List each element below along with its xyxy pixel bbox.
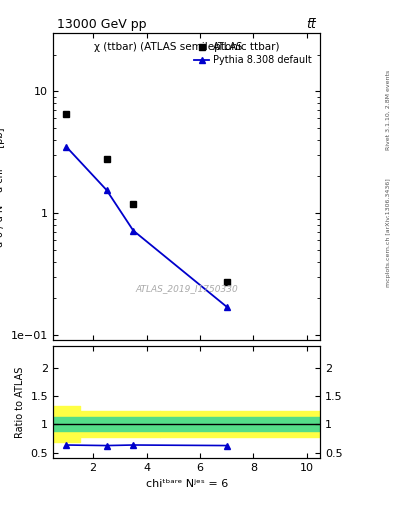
Text: ATLAS_2019_I1750330: ATLAS_2019_I1750330 bbox=[135, 284, 238, 293]
Text: 13000 GeV pp: 13000 GeV pp bbox=[57, 18, 147, 31]
Pythia 8.308 default bbox=[104, 187, 109, 193]
Text: χ (ttbar) (ATLAS semileptonic ttbar): χ (ttbar) (ATLAS semileptonic ttbar) bbox=[94, 42, 279, 53]
Line: Pythia 8.308 default: Pythia 8.308 default bbox=[63, 143, 230, 310]
Y-axis label: Ratio to ATLAS: Ratio to ATLAS bbox=[15, 366, 25, 438]
Line: ATLAS: ATLAS bbox=[63, 111, 230, 286]
Text: tt̅: tt̅ bbox=[307, 18, 316, 31]
Text: mcplots.cern.ch [arXiv:1306.3436]: mcplots.cern.ch [arXiv:1306.3436] bbox=[386, 179, 391, 287]
Legend: ATLAS, Pythia 8.308 default: ATLAS, Pythia 8.308 default bbox=[191, 38, 316, 69]
ATLAS bbox=[131, 200, 136, 206]
Pythia 8.308 default bbox=[224, 304, 229, 310]
Text: Rivet 3.1.10, 2.8M events: Rivet 3.1.10, 2.8M events bbox=[386, 70, 391, 150]
Y-axis label: d²σ / d Nʲᵉˢ d chiᵗᵇᵃʳᵉ [pb]: d²σ / d Nʲᵉˢ d chiᵗᵇᵃʳᵉ [pb] bbox=[0, 127, 6, 247]
X-axis label: chiᵗᵇᵃʳᵉ Nʲᵉˢ = 6: chiᵗᵇᵃʳᵉ Nʲᵉˢ = 6 bbox=[145, 479, 228, 488]
Pythia 8.308 default bbox=[64, 144, 69, 150]
ATLAS bbox=[224, 280, 229, 286]
Pythia 8.308 default bbox=[131, 227, 136, 233]
ATLAS bbox=[64, 111, 69, 117]
ATLAS bbox=[104, 156, 109, 162]
